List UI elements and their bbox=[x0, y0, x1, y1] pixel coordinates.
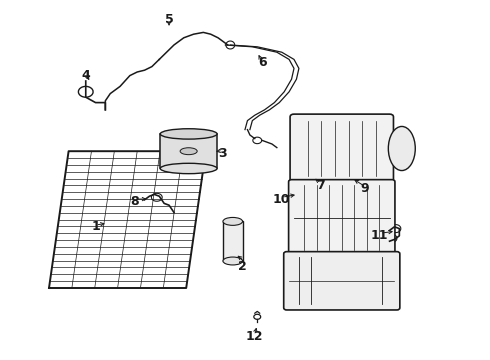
FancyBboxPatch shape bbox=[289, 180, 395, 256]
Text: 10: 10 bbox=[273, 193, 291, 206]
Ellipse shape bbox=[223, 257, 243, 265]
Text: 9: 9 bbox=[361, 183, 369, 195]
Text: 2: 2 bbox=[238, 260, 247, 273]
Text: 1: 1 bbox=[91, 220, 100, 233]
Text: 8: 8 bbox=[130, 195, 139, 208]
Text: 11: 11 bbox=[371, 229, 389, 242]
Text: 5: 5 bbox=[165, 13, 173, 26]
Text: 12: 12 bbox=[246, 330, 264, 343]
Ellipse shape bbox=[388, 126, 415, 171]
Text: 3: 3 bbox=[219, 147, 227, 159]
Ellipse shape bbox=[160, 129, 217, 139]
Bar bbox=[223, 221, 243, 261]
FancyBboxPatch shape bbox=[284, 252, 400, 310]
FancyBboxPatch shape bbox=[290, 114, 393, 183]
Bar bbox=[160, 134, 217, 168]
Text: 4: 4 bbox=[81, 69, 90, 82]
Text: 7: 7 bbox=[317, 179, 325, 192]
Ellipse shape bbox=[160, 163, 217, 174]
Text: 6: 6 bbox=[258, 57, 267, 69]
Ellipse shape bbox=[180, 148, 197, 155]
Ellipse shape bbox=[223, 217, 243, 225]
